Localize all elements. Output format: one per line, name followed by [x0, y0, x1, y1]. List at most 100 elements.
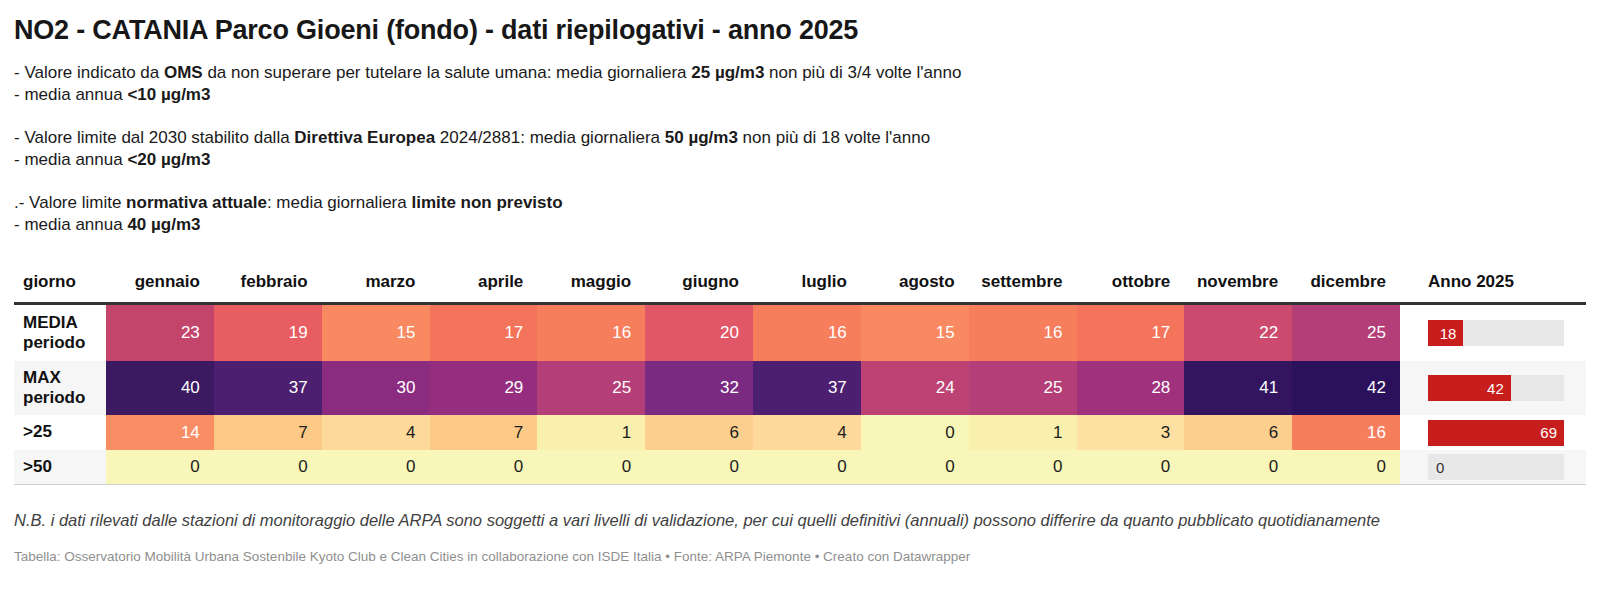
column-header-month: marzo [322, 258, 430, 302]
column-header-month: giugno [645, 258, 753, 302]
limit-note-line: - media annua <10 µg/m3 [14, 84, 1586, 106]
heat-cell: 16 [969, 305, 1077, 361]
limit-notes: - Valore indicato da OMS da non superare… [14, 62, 1586, 235]
anno-bar-cell: 42 [1400, 361, 1586, 415]
heat-cell: 20 [645, 305, 753, 361]
heat-cell: 4 [753, 415, 861, 450]
heat-cell: 7 [214, 415, 322, 450]
heat-cell: 0 [861, 450, 969, 484]
heat-cell: 3 [1077, 415, 1185, 450]
summary-table: giornogennaiofebbraiomarzoaprilemaggiogi… [14, 258, 1586, 485]
limit-note-line: - Valore indicato da OMS da non superare… [14, 62, 1586, 84]
heat-cell: 15 [322, 305, 430, 361]
heat-cell: 16 [1292, 415, 1400, 450]
heat-cell: 0 [214, 450, 322, 484]
anno-bar-value: 42 [1487, 381, 1504, 396]
heat-cell: 0 [753, 450, 861, 484]
heat-cell: 16 [753, 305, 861, 361]
column-header-month: agosto [861, 258, 969, 302]
anno-bar-track: 42 [1428, 375, 1564, 401]
heat-cell: 25 [969, 361, 1077, 415]
heat-cell: 24 [861, 361, 969, 415]
heat-cell: 23 [106, 305, 214, 361]
heat-cell: 0 [1077, 450, 1185, 484]
heat-cell: 0 [861, 415, 969, 450]
anno-bar-track: 18 [1428, 320, 1564, 346]
column-header-month: luglio [753, 258, 861, 302]
heat-cell: 0 [537, 450, 645, 484]
anno-bar-track: 69 [1428, 420, 1564, 446]
column-header-month: maggio [537, 258, 645, 302]
limit-note-line: .- Valore limite normativa attuale: medi… [14, 192, 1586, 214]
heat-cell: 0 [430, 450, 538, 484]
page: NO2 - CATANIA Parco Gioeni (fondo) - dat… [0, 0, 1600, 602]
column-header-anno: Anno 2025 [1400, 258, 1586, 302]
table-header-row: giornogennaiofebbraiomarzoaprilemaggiogi… [14, 258, 1586, 305]
heat-cell: 17 [1077, 305, 1185, 361]
row-label: MAX periodo [14, 361, 106, 415]
heat-cell: 28 [1077, 361, 1185, 415]
anno-bar-value: 0 [1436, 460, 1444, 475]
anno-bar-track: 0 [1428, 454, 1564, 480]
anno-bar-cell: 0 [1400, 450, 1586, 484]
row-label: >50 [14, 450, 106, 484]
column-header-month: ottobre [1077, 258, 1185, 302]
heat-cell: 29 [430, 361, 538, 415]
heat-cell: 25 [537, 361, 645, 415]
column-header-month: settembre [969, 258, 1077, 302]
heat-cell: 30 [322, 361, 430, 415]
heat-cell: 4 [322, 415, 430, 450]
heat-cell: 1 [537, 415, 645, 450]
column-header-giorno: giorno [14, 258, 106, 302]
heat-cell: 0 [645, 450, 753, 484]
heat-cell: 7 [430, 415, 538, 450]
heat-cell: 0 [969, 450, 1077, 484]
heat-cell: 37 [753, 361, 861, 415]
heat-cell: 19 [214, 305, 322, 361]
heat-cell: 0 [322, 450, 430, 484]
validation-note: N.B. i dati rilevati dalle stazioni di m… [14, 510, 1586, 531]
table-row: MEDIA periodo23191517162016151617222518 [14, 305, 1586, 361]
heat-cell: 25 [1292, 305, 1400, 361]
limit-note-line: - media annua 40 µg/m3 [14, 214, 1586, 236]
chart-title: NO2 - CATANIA Parco Gioeni (fondo) - dat… [14, 14, 1586, 46]
heat-cell: 42 [1292, 361, 1400, 415]
limit-note-group: - Valore limite dal 2030 stabilito dalla… [14, 127, 1586, 170]
anno-bar-value: 18 [1440, 326, 1457, 341]
row-label: >25 [14, 415, 106, 450]
anno-bar-value: 69 [1540, 425, 1557, 440]
heat-cell: 6 [645, 415, 753, 450]
column-header-month: gennaio [106, 258, 214, 302]
limit-note-group: .- Valore limite normativa attuale: medi… [14, 192, 1586, 235]
anno-bar-cell: 18 [1400, 305, 1586, 361]
heat-cell: 0 [1184, 450, 1292, 484]
heat-cell: 40 [106, 361, 214, 415]
limit-note-line: - Valore limite dal 2030 stabilito dalla… [14, 127, 1586, 149]
column-header-month: novembre [1184, 258, 1292, 302]
heat-cell: 15 [861, 305, 969, 361]
column-header-month: aprile [430, 258, 538, 302]
anno-bar-cell: 69 [1400, 415, 1586, 450]
heat-cell: 6 [1184, 415, 1292, 450]
table-row: >500000000000000 [14, 450, 1586, 484]
column-header-month: dicembre [1292, 258, 1400, 302]
heat-cell: 1 [969, 415, 1077, 450]
heat-cell: 16 [537, 305, 645, 361]
anno-bar-fill: 69 [1428, 420, 1564, 446]
row-label: MEDIA periodo [14, 305, 106, 361]
column-header-month: febbraio [214, 258, 322, 302]
credits-line: Tabella: Osservatorio Mobilità Urbana So… [14, 548, 1586, 565]
heat-cell: 32 [645, 361, 753, 415]
anno-bar-fill: 18 [1428, 320, 1463, 346]
table-row: MAX periodo40373029253237242528414242 [14, 361, 1586, 415]
table-row: >251474716401361669 [14, 415, 1586, 450]
anno-bar-fill: 42 [1428, 375, 1511, 401]
heat-cell: 14 [106, 415, 214, 450]
heat-cell: 17 [430, 305, 538, 361]
heat-cell: 0 [1292, 450, 1400, 484]
heat-cell: 0 [106, 450, 214, 484]
heat-cell: 22 [1184, 305, 1292, 361]
limit-note-line: - media annua <20 µg/m3 [14, 149, 1586, 171]
heat-cell: 41 [1184, 361, 1292, 415]
heat-cell: 37 [214, 361, 322, 415]
